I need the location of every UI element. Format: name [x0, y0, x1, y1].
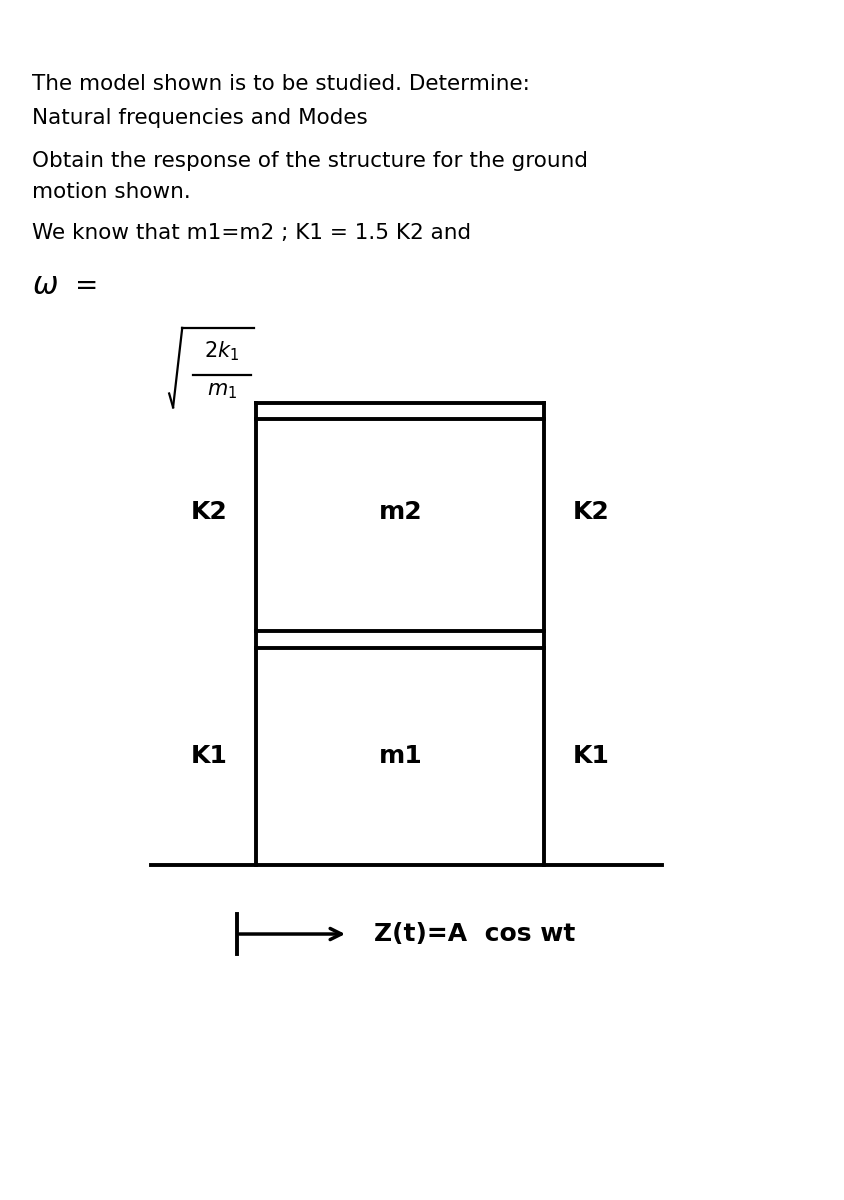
Text: The model shown is to be studied. Determine:: The model shown is to be studied. Determ…	[32, 74, 529, 95]
Text: K1: K1	[191, 744, 227, 768]
Text: $m_1$: $m_1$	[207, 382, 236, 401]
Text: $\omega$: $\omega$	[32, 270, 58, 301]
Text: m1: m1	[378, 744, 422, 768]
Text: m2: m2	[378, 500, 422, 524]
Text: motion shown.: motion shown.	[32, 182, 191, 203]
Text: K1: K1	[572, 744, 609, 768]
Text: Natural frequencies and Modes: Natural frequencies and Modes	[32, 108, 367, 128]
Text: Obtain the response of the structure for the ground: Obtain the response of the structure for…	[32, 151, 587, 172]
Text: $2k_1$: $2k_1$	[204, 340, 239, 362]
Text: K2: K2	[191, 500, 227, 524]
Text: K2: K2	[572, 500, 609, 524]
Text: $=$: $=$	[69, 270, 97, 298]
Text: Z(t)=A  cos wt: Z(t)=A cos wt	[374, 922, 575, 946]
Text: We know that m1=m2 ; K1 = 1.5 K2 and: We know that m1=m2 ; K1 = 1.5 K2 and	[32, 223, 471, 244]
